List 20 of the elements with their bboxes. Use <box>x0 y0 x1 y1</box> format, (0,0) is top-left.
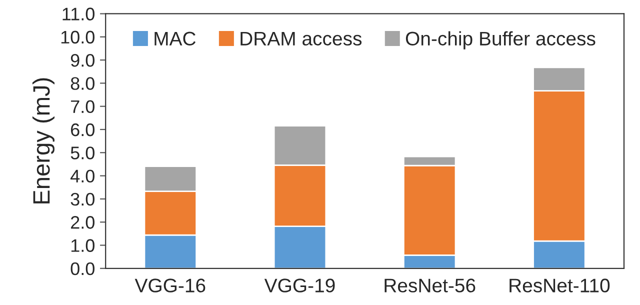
y-tick-label: 3.0 <box>70 192 94 206</box>
y-tick-label: 8.0 <box>70 77 94 90</box>
y-tick-label: 4.0 <box>70 170 94 183</box>
legend-label: On-chip Buffer access <box>406 31 596 50</box>
y-tick-label: 2.0 <box>70 216 94 229</box>
y-tick-label: 5.0 <box>70 146 94 160</box>
y-tick-label: 6.0 <box>71 123 94 136</box>
legend-label: MAC <box>154 32 196 46</box>
legend-label: DRAM access <box>240 32 362 46</box>
y-tick-label: 11.0 <box>62 8 94 20</box>
y-tick-label: 10.0 <box>61 30 94 44</box>
y-axis-title: Energy (mJ) <box>32 78 54 204</box>
x-tick-label: VGG-16 <box>134 278 206 292</box>
x-tick-label: ResNet-110 <box>510 278 610 292</box>
x-tick-label: VGG-19 <box>264 278 335 292</box>
y-tick-label: 0.0 <box>70 262 94 276</box>
y-tick-label: 1.0 <box>71 239 94 252</box>
y-tick-label: 9.0 <box>70 54 94 67</box>
x-tick-label: ResNet-56 <box>384 278 476 292</box>
y-tick-label: 7.0 <box>71 100 94 114</box>
